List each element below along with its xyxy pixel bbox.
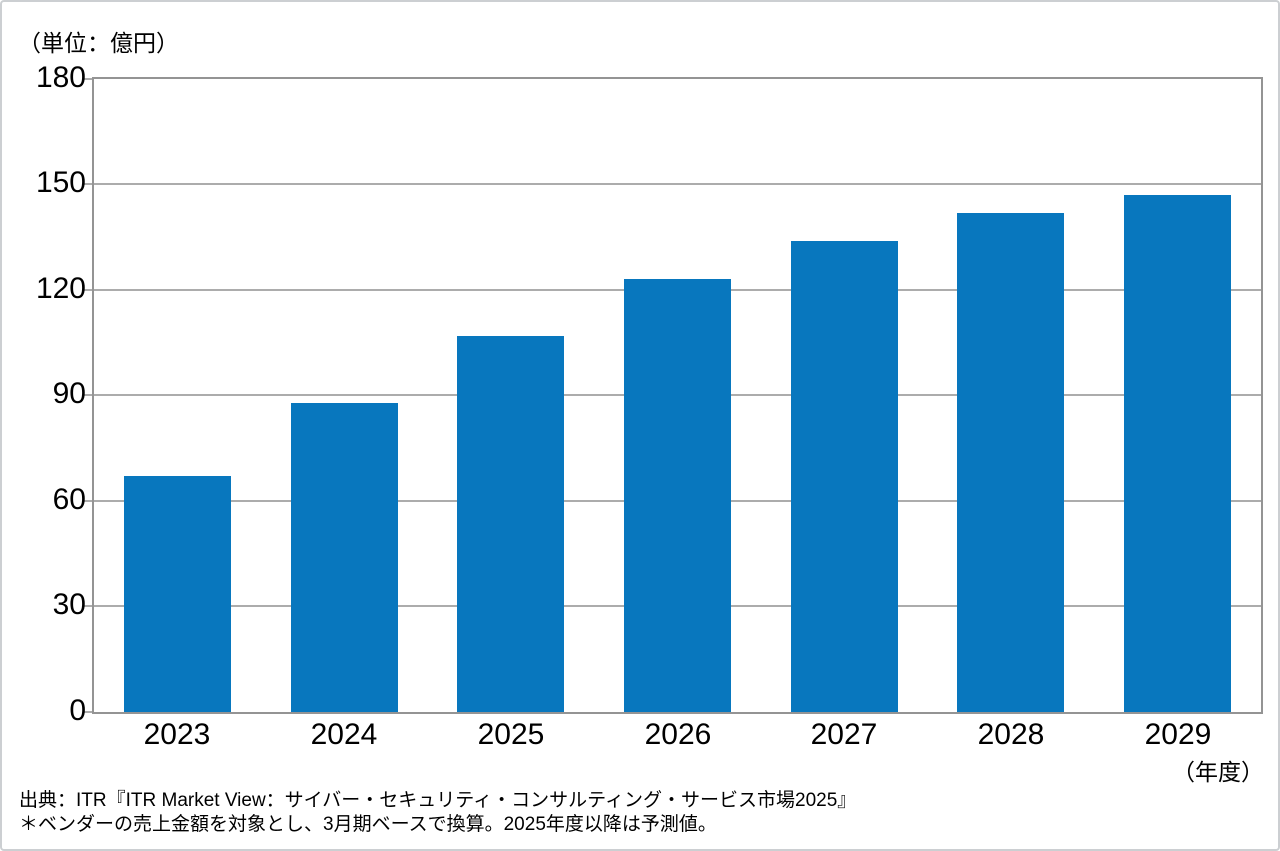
gridline-150 [94, 183, 1261, 185]
x-axis-label-2028: 2028 [977, 718, 1045, 751]
y-axis-tick-180 [83, 78, 92, 80]
y-axis-tick-90 [83, 394, 92, 396]
source-note: 出典：ITR『ITR Market View：サイバー・セキュリティ・コンサルテ… [19, 790, 857, 811]
x-axis-label-2027: 2027 [810, 718, 878, 751]
bar-2027 [791, 241, 898, 712]
y-axis-tick-150 [83, 183, 92, 185]
y-axis-tick-60 [83, 500, 92, 502]
plot-area [83, 77, 1263, 714]
x-axis-label-2029: 2029 [1144, 718, 1212, 751]
x-axis-label-2024: 2024 [310, 718, 378, 751]
y-axis-label-90: 90 [52, 377, 86, 410]
x-axis-unit-label: （年度） [1172, 759, 1264, 785]
y-axis-label-120: 120 [35, 272, 86, 305]
y-axis-tick-0 [83, 711, 92, 713]
bar-2026 [624, 279, 731, 712]
y-axis-label-180: 180 [35, 61, 86, 94]
y-axis-label-30: 30 [52, 588, 86, 621]
footnote: ＊ベンダーの売上金額を対象とし、3月期ベースで換算。2025年度以降は予測値。 [19, 814, 717, 835]
x-axis-label-2025: 2025 [477, 718, 545, 751]
y-axis-tick-30 [83, 605, 92, 607]
bar-2025 [457, 336, 564, 712]
bar-2029 [1124, 195, 1231, 712]
x-axis-label-2026: 2026 [644, 718, 712, 751]
bar-2023 [124, 476, 231, 712]
y-axis-label-0: 0 [69, 694, 86, 727]
x-axis-label-2023: 2023 [143, 718, 211, 751]
bar-2028 [957, 213, 1064, 712]
bar-2024 [291, 403, 398, 712]
y-axis-label-150: 150 [35, 166, 86, 199]
y-axis-label-60: 60 [52, 483, 86, 516]
y-axis-unit-label: （単位：億円） [18, 30, 179, 56]
y-axis-tick-120 [83, 289, 92, 291]
